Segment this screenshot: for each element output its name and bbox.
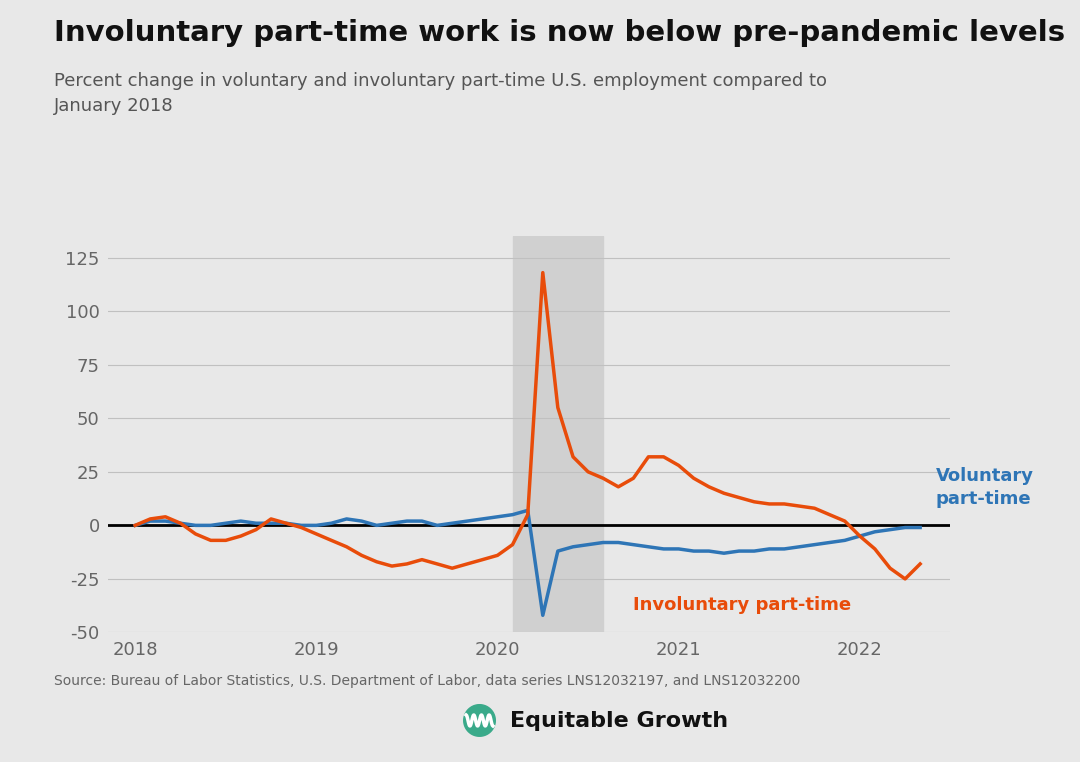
Polygon shape	[463, 705, 496, 736]
Text: Voluntary
part-time: Voluntary part-time	[936, 466, 1034, 508]
Text: Equitable Growth: Equitable Growth	[510, 711, 728, 731]
Text: Source: Bureau of Labor Statistics, U.S. Department of Labor, data series LNS120: Source: Bureau of Labor Statistics, U.S.…	[54, 674, 800, 688]
Text: Percent change in voluntary and involuntary part-time U.S. employment compared t: Percent change in voluntary and involunt…	[54, 72, 827, 115]
Text: Involuntary part-time: Involuntary part-time	[633, 596, 851, 613]
Text: Involuntary part-time work is now below pre-pandemic levels: Involuntary part-time work is now below …	[54, 19, 1065, 47]
Bar	[513, 236, 603, 632]
